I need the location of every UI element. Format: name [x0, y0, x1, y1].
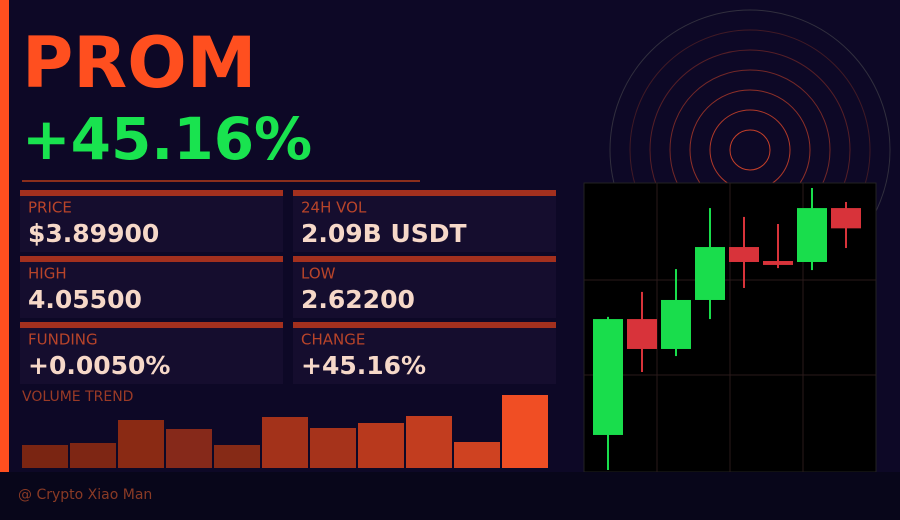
accent-bar	[0, 0, 9, 472]
candle-body	[763, 261, 793, 265]
volume-title: VOLUME TREND	[22, 389, 133, 405]
stat-bar	[293, 256, 556, 262]
candlestick-chart	[593, 188, 861, 470]
candle-body	[729, 247, 759, 262]
stats: PRICE $3.89900 24H VOL 2.09B USDT HIGH 4.0550…	[20, 190, 556, 384]
volume-bar	[166, 429, 212, 468]
candle-body	[831, 208, 861, 229]
stat-value: +45.16%	[301, 351, 426, 380]
volume-bar	[502, 395, 548, 468]
candle-body	[661, 299, 691, 349]
stat-box	[20, 328, 283, 384]
volume-bar	[406, 416, 452, 468]
volume-bar	[454, 442, 500, 468]
symbol: PROM	[22, 22, 256, 104]
stat-label: FUNDING	[28, 331, 98, 349]
stat-value: 2.62200	[301, 285, 415, 314]
stat-bar	[293, 190, 556, 196]
stat-label: PRICE	[28, 199, 72, 217]
stat-box	[293, 328, 556, 384]
stat-label: LOW	[301, 265, 336, 283]
stat-label: CHANGE	[301, 331, 365, 349]
stat-bar	[293, 322, 556, 328]
stat-value: 4.05500	[28, 285, 142, 314]
volume-bar	[22, 445, 68, 468]
candle-body	[695, 247, 725, 300]
stat-box	[293, 196, 556, 252]
change: +45.16%	[22, 105, 312, 173]
volume-bar	[310, 428, 356, 468]
stat-value: 2.09B USDT	[301, 219, 467, 248]
stat-box	[20, 262, 283, 318]
volume-bar	[214, 445, 260, 468]
stat-value: +0.0050%	[28, 351, 170, 380]
stat-value: $3.89900	[28, 219, 159, 248]
stat-bar	[20, 322, 283, 328]
volume-bar	[70, 443, 116, 468]
stat-label: 24H VOL	[301, 199, 367, 217]
stat-box	[20, 196, 283, 252]
stat-bar	[20, 190, 283, 196]
volume-bar	[262, 417, 308, 468]
stat-box	[293, 262, 556, 318]
candle-body	[627, 319, 657, 349]
volume-bar	[358, 423, 404, 468]
candle-body	[593, 319, 623, 435]
stat-label: HIGH	[28, 265, 67, 283]
stat-bar	[20, 256, 283, 262]
candle-body	[797, 208, 827, 262]
credit: @ Crypto Xiao Man	[18, 487, 152, 503]
volume-chart	[22, 395, 548, 468]
footer	[0, 472, 900, 520]
volume-bar	[118, 420, 164, 468]
